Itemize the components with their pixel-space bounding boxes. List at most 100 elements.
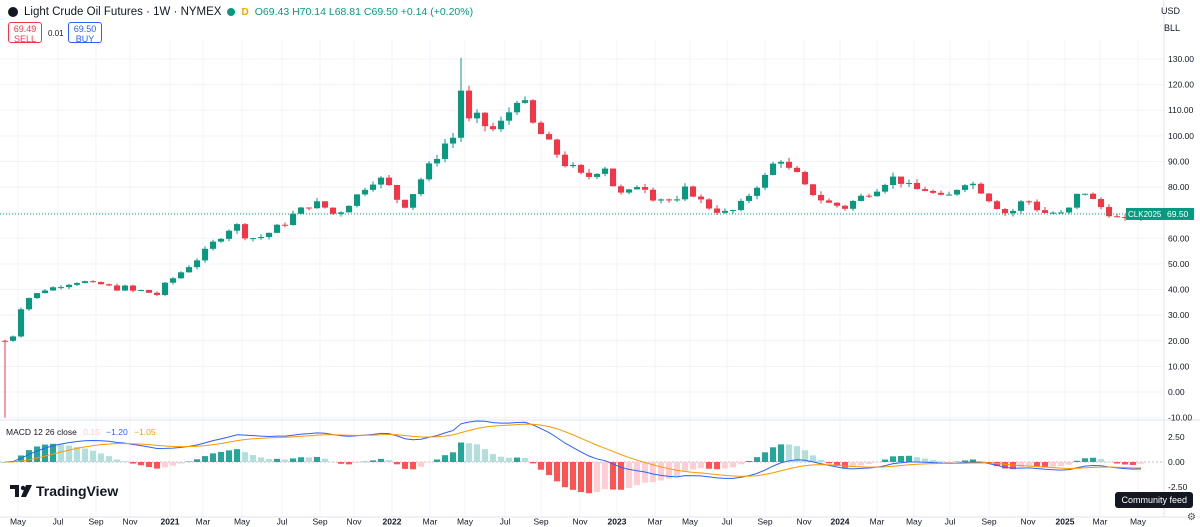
macd-histogram-bar <box>746 461 752 462</box>
macd-histogram-bar <box>490 454 496 462</box>
candle <box>266 232 272 240</box>
candle <box>1106 204 1112 218</box>
candle-body <box>506 112 512 121</box>
macd-histogram-bar <box>818 459 824 462</box>
macd-histogram-bar <box>626 462 632 488</box>
candle <box>826 198 832 203</box>
candle <box>58 285 64 290</box>
sell-button[interactable]: 69.49 SELL <box>8 22 42 44</box>
price-tick-label: 40.00 <box>1168 285 1190 295</box>
settings-gear-icon[interactable]: ⚙ <box>1187 512 1196 523</box>
candle-body <box>1090 193 1096 200</box>
macd-histogram-bar <box>418 462 424 467</box>
macd-histogram-bar <box>202 456 208 462</box>
candle <box>26 297 32 311</box>
candle <box>530 99 536 124</box>
data-badge[interactable]: D <box>241 6 249 18</box>
time-tick-label: May <box>906 516 923 526</box>
candle-body <box>98 282 104 285</box>
time-tick-label: Nov <box>1020 516 1036 526</box>
candle <box>426 160 432 182</box>
candle-body <box>378 177 384 185</box>
candle-body <box>786 161 792 168</box>
currency-selector[interactable]: USD <box>1160 6 1180 16</box>
macd-tick-label: 0.00 <box>1168 457 1185 467</box>
last-price-tag <box>1164 207 1194 220</box>
candle-body <box>1058 212 1064 214</box>
macd-histogram-bar <box>234 449 240 462</box>
time-tick-label: Jul <box>53 516 64 526</box>
candle-body <box>834 202 840 206</box>
candle <box>738 198 744 212</box>
time-tick-label: Nov <box>572 516 588 526</box>
candle-body <box>826 200 832 203</box>
macd-histogram-bar <box>618 462 624 490</box>
time-tick-label: Mar <box>870 516 885 526</box>
macd-histogram-bar <box>322 458 328 462</box>
macd-histogram-bar <box>906 455 912 462</box>
macd-histogram-bar <box>1034 462 1040 467</box>
candle <box>442 139 448 163</box>
candle-body <box>938 192 944 195</box>
candle-body <box>890 176 896 185</box>
macd-histogram-bar <box>770 447 776 462</box>
chart-header: Light Crude Oil Futures · 1W · NYMEX D O… <box>8 4 473 20</box>
macd-histogram-bar <box>794 446 800 462</box>
candle-body <box>1074 193 1080 208</box>
candle <box>890 172 896 189</box>
macd-tick-label: -2.50 <box>1168 482 1188 492</box>
macd-legend[interactable]: MACD 12 26 close 0.15 −1.20 −1.05 <box>6 427 156 437</box>
macd-histogram-bar <box>706 462 712 469</box>
candle <box>1034 199 1040 212</box>
candle-body <box>154 292 160 295</box>
price-tick-label: 0.00 <box>1168 387 1185 397</box>
candle-body <box>346 205 352 213</box>
candle-body <box>122 285 128 291</box>
candle-body <box>914 183 920 190</box>
unit-selector[interactable]: BLL <box>1163 23 1180 33</box>
macd-histogram-bar <box>514 457 520 462</box>
candle-body <box>714 208 720 213</box>
candle-body <box>842 205 848 209</box>
candle <box>170 277 176 285</box>
candle-body <box>794 167 800 173</box>
tradingview-logo[interactable]: TradingView <box>10 483 118 499</box>
macd-histogram-bar <box>1122 462 1128 465</box>
community-feed-button[interactable]: Community feed <box>1115 492 1193 508</box>
macd-histogram-bar <box>98 453 104 462</box>
candle <box>434 154 440 167</box>
macd-histogram-bar <box>1090 457 1096 462</box>
candle-body <box>722 210 728 213</box>
time-tick-label: Mar <box>196 516 211 526</box>
macd-histogram-bar <box>354 462 360 463</box>
candle <box>962 184 968 193</box>
candle <box>986 192 992 203</box>
candle-body <box>522 100 528 103</box>
candle-body <box>322 201 328 208</box>
candle <box>778 160 784 168</box>
candle-body <box>666 199 672 201</box>
candle-body <box>562 154 568 167</box>
candle-body <box>730 210 736 212</box>
candle-body <box>970 183 976 186</box>
candle-body <box>298 207 304 214</box>
macd-histogram-bar <box>466 443 472 462</box>
candle-body <box>394 185 400 200</box>
time-tick-label: Nov <box>122 516 138 526</box>
candle-body <box>1002 209 1008 214</box>
symbol-title[interactable]: Light Crude Oil Futures · 1W · NYMEX <box>24 6 222 18</box>
candle-body <box>330 207 336 214</box>
candle <box>618 184 624 195</box>
candle <box>322 201 328 209</box>
macd-histogram-bar <box>122 461 128 462</box>
macd-histogram-bar <box>522 457 528 462</box>
macd-histogram-bar <box>690 462 696 470</box>
candle-body <box>130 285 136 291</box>
candle <box>122 284 128 292</box>
candle <box>314 198 320 209</box>
candle-body <box>1034 201 1040 211</box>
candle <box>474 109 480 123</box>
buy-button[interactable]: 69.50 BUY <box>68 22 102 44</box>
